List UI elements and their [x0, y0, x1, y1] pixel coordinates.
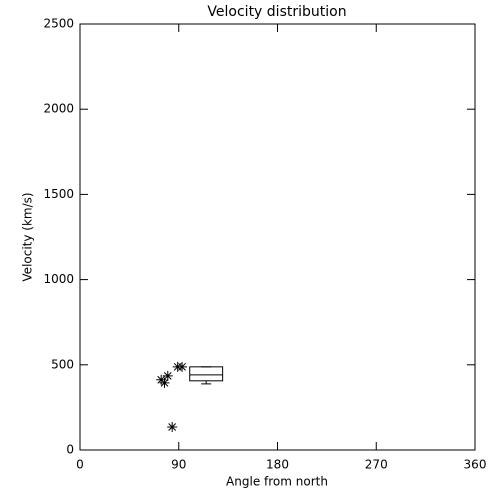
asterisk-point — [167, 421, 178, 432]
x-tick-label: 270 — [365, 458, 388, 472]
asterisk-point — [159, 377, 170, 388]
x-tick-label: 90 — [171, 458, 186, 472]
y-axis-label: Velocity (km/s) — [21, 192, 35, 281]
x-tick-label: 180 — [266, 458, 289, 472]
x-axis-label: Angle from north — [226, 475, 328, 489]
asterisk-point — [162, 370, 173, 381]
chart-title: Velocity distribution — [207, 4, 346, 20]
x-tick-label: 0 — [76, 458, 84, 472]
asterisk-point — [177, 361, 188, 372]
y-tick-label: 2500 — [43, 17, 74, 31]
y-tick-label: 1500 — [43, 187, 74, 201]
y-tick-label: 2000 — [43, 102, 74, 116]
y-tick-label: 500 — [51, 357, 74, 371]
y-tick-label: 1000 — [43, 272, 74, 286]
x-tick-label: 360 — [464, 458, 487, 472]
y-tick-label: 0 — [66, 443, 74, 457]
